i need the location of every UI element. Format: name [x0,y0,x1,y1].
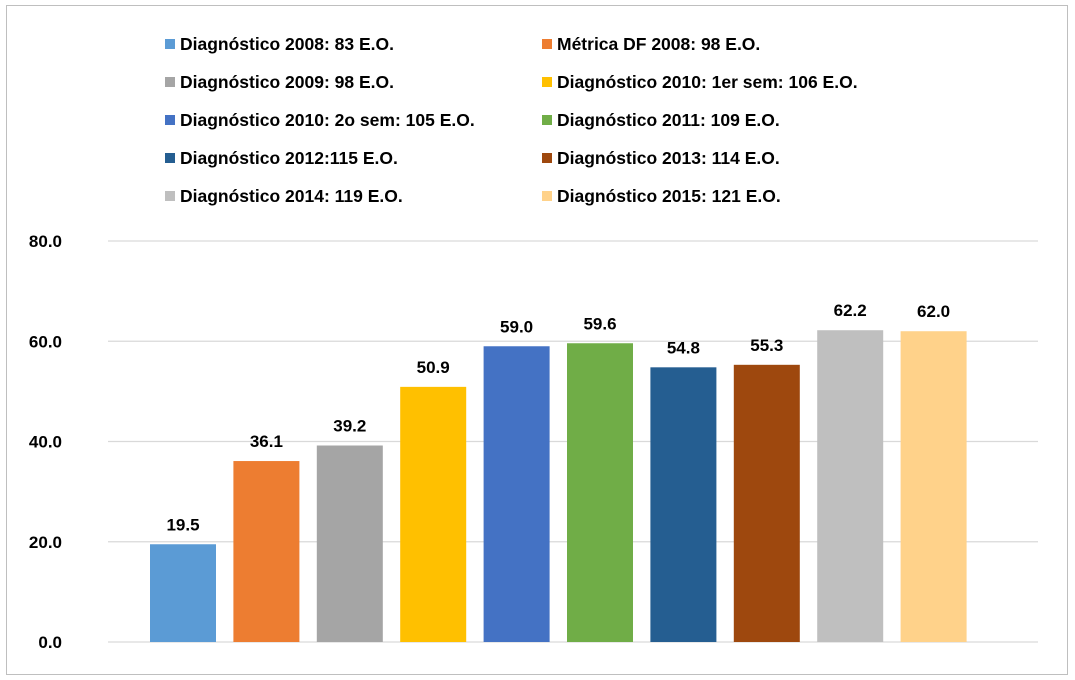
legend-item: Métrica DF 2008: 98 E.O. [542,34,760,54]
bar [567,343,633,642]
data-label: 59.6 [583,314,616,333]
bar [733,364,800,642]
data-labels: 19.5 36.1 39.2 50.9 59.0 59.6 54.8 55.3 62.2 62.0 [166,301,950,534]
legend-label: Diagnóstico 2015: 121 E.O. [557,186,781,206]
legend-label: Diagnóstico 2014: 119 E.O. [180,186,403,206]
data-label: 62.0 [917,302,950,321]
legend-item: Diagnóstico 2015: 121 E.O. [542,186,781,206]
data-label: 36.1 [250,432,283,451]
data-label: 59.0 [500,317,533,336]
bar [483,346,550,642]
data-label: 19.5 [166,515,199,534]
legend-label: Diagnóstico 2009: 98 E.O. [180,72,394,92]
legend-swatch [165,115,175,125]
legend-item: Diagnóstico 2012:115 E.O. [165,148,398,168]
y-tick-label: 60.0 [29,332,62,351]
legend-label: Diagnóstico 2008: 83 E.O. [180,34,394,54]
legend-label: Diagnóstico 2010: 1er sem: 106 E.O. [557,72,858,92]
legend-label: Diagnóstico 2012:115 E.O. [180,148,398,168]
data-label: 54.8 [667,338,700,357]
legend-swatch [165,39,175,49]
legend-label: Métrica DF 2008: 98 E.O. [557,34,760,54]
legend-swatch [165,191,175,201]
legend: Diagnóstico 2008: 83 E.O. Métrica DF 2008… [165,34,858,206]
legend-item: Diagnóstico 2011: 109 E.O. [542,110,780,130]
legend-swatch [542,153,552,163]
bar [400,386,467,642]
y-tick-label: 0.0 [38,633,62,652]
legend-swatch [165,77,175,87]
legend-swatch [165,153,175,163]
bar [316,445,383,642]
data-label: 55.3 [750,336,783,355]
legend-swatch [542,191,552,201]
data-label: 50.9 [417,358,450,377]
data-label: 62.2 [834,301,867,320]
y-tick-label: 40.0 [29,433,62,452]
legend-swatch [542,115,552,125]
legend-item: Diagnóstico 2014: 119 E.O. [165,186,403,206]
legend-item: Diagnóstico 2010: 2o sem: 105 E.O. [165,110,475,130]
legend-item: Diagnóstico 2009: 98 E.O. [165,72,394,92]
legend-item: Diagnóstico 2010: 1er sem: 106 E.O. [542,72,858,92]
bar [900,331,967,642]
legend-item: Diagnóstico 2008: 83 E.O. [165,34,394,54]
legend-swatch [542,77,552,87]
y-tick-label: 20.0 [29,533,62,552]
y-axis-ticks: 0.0 20.0 40.0 60.0 80.0 [29,232,62,652]
bar [817,330,884,642]
legend-label: Diagnóstico 2010: 2o sem: 105 E.O. [180,110,475,130]
y-tick-label: 80.0 [29,232,62,251]
legend-swatch [542,39,552,49]
legend-label: Diagnóstico 2013: 114 E.O. [557,148,780,168]
bar [233,461,300,642]
bar [150,544,216,642]
bar [650,367,717,642]
bars [150,330,967,642]
data-label: 39.2 [333,417,366,436]
legend-label: Diagnóstico 2011: 109 E.O. [557,110,780,130]
legend-item: Diagnóstico 2013: 114 E.O. [542,148,780,168]
